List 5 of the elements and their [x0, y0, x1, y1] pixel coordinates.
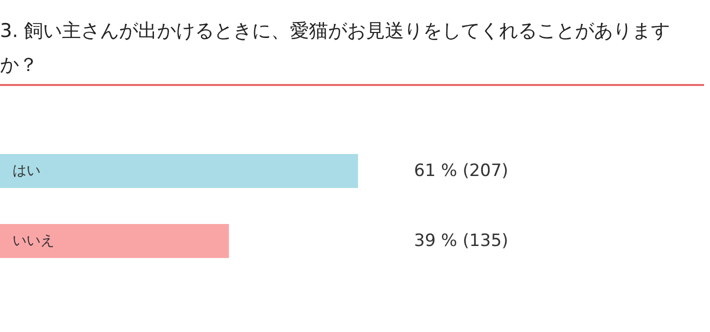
chart-title: 3. 飼い主さんが出かけるときに、愛猫がお見送りをしてくれることがありますか？	[0, 0, 704, 86]
y-tick-label: はい	[12, 163, 40, 179]
data-label: 39 % (135)	[414, 231, 508, 251]
data-label: 61 % (207)	[414, 161, 508, 181]
y-tick-label: いいえ	[12, 233, 54, 249]
